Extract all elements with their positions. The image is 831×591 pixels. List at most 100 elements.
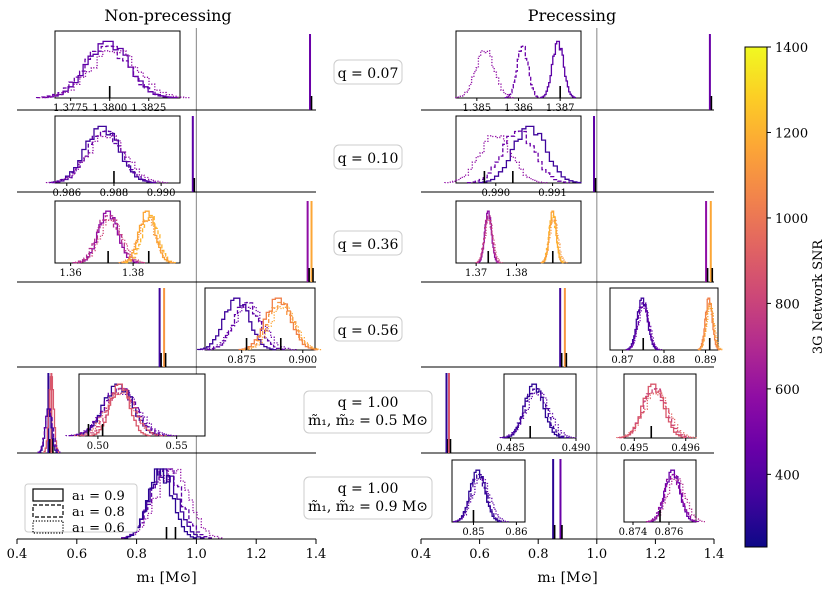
row-label-box — [333, 59, 403, 85]
legend: a₁ = 0.9a₁ = 0.8a₁ = 0.6 — [24, 483, 138, 536]
inset-frame — [54, 115, 181, 184]
colorbar-tick-label: 1000 — [775, 212, 808, 227]
inset-tick-label: 0.86 — [505, 527, 527, 538]
row5-left-broad — [37, 376, 61, 454]
inset-tick-label: 0.991 — [538, 188, 567, 199]
main-spike-left — [306, 201, 309, 282]
x-tick-label-right: 1.4 — [704, 547, 725, 562]
inset-hist-solid — [48, 125, 156, 184]
inset-tick-label: 1.386 — [504, 103, 533, 114]
broad-hist-dashed — [121, 468, 213, 540]
inset-tick-label: 1.387 — [546, 103, 575, 114]
inset-hist-dashed — [466, 130, 571, 184]
inset-tick-label: 0.990 — [147, 188, 176, 199]
inset-hist-dotted — [455, 50, 516, 99]
colorbar: 400 600 800 1000 1200 1400 3G Network SNR — [744, 41, 826, 548]
inset-tick-label: 0.50 — [87, 441, 109, 452]
inset-tick-label: 0.495 — [620, 443, 649, 454]
main-spike-right — [445, 373, 448, 453]
column-titles: Non-precessing Precessing — [104, 6, 616, 25]
inset-hist-dotted — [626, 306, 662, 351]
inset-tick-label: 0.89 — [694, 355, 716, 366]
inset-tick-label: 0.988 — [100, 188, 129, 199]
title-precessing: Precessing — [528, 6, 616, 25]
row-6: q = 1.00 m̃₁, m̃₂ = 0.9 M⊙ 0.85 0.86 0.874 0.… — [17, 459, 714, 540]
main-spike-right — [708, 34, 711, 110]
x-axis-label-right: m₁ [M⊙] — [537, 570, 597, 586]
inset-tick-label: 1.38 — [122, 268, 144, 279]
inset-tick-label: 0.986 — [52, 188, 81, 199]
main-spike-right — [447, 373, 450, 453]
main-spike-left — [309, 34, 312, 110]
inset-hist-dashed — [504, 45, 541, 99]
legend-label: a₁ = 0.6 — [72, 521, 125, 536]
inset-left: 1.36 1.38 — [54, 200, 181, 279]
main-spike-right — [593, 116, 596, 192]
row-label-box — [303, 476, 433, 520]
inset-frame — [455, 30, 582, 99]
inset-tick-label: 1.3800 — [92, 103, 127, 114]
inset-hist-solid — [625, 297, 660, 351]
x-tick-label-right: 0.6 — [469, 547, 490, 562]
inset-hist-dotted — [646, 478, 706, 523]
main-spike-right — [559, 288, 562, 367]
inset-frame — [78, 373, 206, 437]
inset-tick-label: 0.900 — [288, 355, 317, 366]
colorbar-tick-label: 600 — [775, 383, 800, 398]
legend-swatch-solid — [32, 488, 64, 502]
x-axis-label-left: m₁ [M⊙] — [136, 570, 196, 586]
inset-tick-label: 1.38 — [505, 268, 527, 279]
row-label: q = 0.36 — [338, 237, 399, 253]
inset-frame — [609, 287, 719, 351]
inset-hist-dashed — [618, 388, 692, 439]
inset-tick-label: 0.85 — [462, 527, 484, 538]
row-label: q = 1.00 — [338, 395, 399, 411]
inset-hist-solid — [539, 40, 577, 99]
inset-tick-label: 0.87 — [611, 355, 633, 366]
row-label-box — [333, 230, 403, 256]
legend-frame — [24, 483, 138, 533]
inset-tick-label: 0.875 — [227, 355, 256, 366]
inset-hist-dotted — [201, 306, 297, 351]
inset-hist-solid — [121, 210, 173, 264]
inset-tick-label: 1.3825 — [131, 103, 166, 114]
inset-hist-dotted — [697, 306, 724, 351]
row-label: m̃₁, m̃₂ = 0.9 M⊙ — [308, 499, 428, 515]
x-tick-label-left: 0.6 — [66, 547, 87, 562]
title-non-precessing: Non-precessing — [104, 6, 231, 25]
inset-tick-label: 1.385 — [463, 103, 492, 114]
inset-hist-dashed — [124, 214, 176, 264]
colorbar-bar — [744, 46, 768, 548]
x-tick-label-left: 1.2 — [246, 547, 267, 562]
row-label: q = 1.00 — [338, 481, 399, 497]
x-tick-label-right: 1.2 — [645, 547, 666, 562]
main-spike-right — [559, 459, 562, 539]
x-tick-label-left: 0.8 — [126, 547, 147, 562]
main-spike-left — [191, 116, 194, 192]
inset-hist-solid — [238, 297, 319, 351]
colorbar-label: 3G Network SNR — [811, 239, 826, 355]
row-label: q = 0.07 — [338, 66, 399, 82]
inset-hist-dotted — [243, 306, 323, 351]
inset-tick-label: 0.88 — [653, 355, 675, 366]
x-tick-label-right: 1.0 — [586, 547, 607, 562]
row-3: q = 0.36 1.36 1.38 1.37 1.38 — [17, 200, 714, 283]
inset-right2: 0.495 0.496 — [616, 373, 700, 454]
inset-hist-solid — [619, 383, 687, 439]
inset-hist-solid — [197, 297, 277, 351]
main-spike-right — [552, 459, 555, 539]
inset-hist-solid — [697, 297, 721, 351]
colorbar-tick-label: 800 — [775, 297, 800, 312]
inset-right2: 0.874 0.876 — [619, 459, 706, 538]
inset-frame — [451, 459, 526, 523]
legend-swatch-dashed — [32, 504, 64, 518]
inset-left: 1.3775 1.3800 1.3825 — [35, 30, 191, 114]
inset-hist-dotted — [45, 135, 169, 184]
row-5: q = 1.00m̃₁, m̃₂ = 0.5 M⊙0.50 0.55 0.485 0.… — [17, 373, 714, 454]
inset-hist-dotted — [38, 50, 191, 99]
main-spike-left — [310, 201, 313, 282]
row-label: m̃₁, m̃₂ = 0.5 M⊙ — [308, 413, 428, 429]
inset-hist-dashed — [35, 45, 178, 99]
row-label-box — [303, 390, 433, 434]
